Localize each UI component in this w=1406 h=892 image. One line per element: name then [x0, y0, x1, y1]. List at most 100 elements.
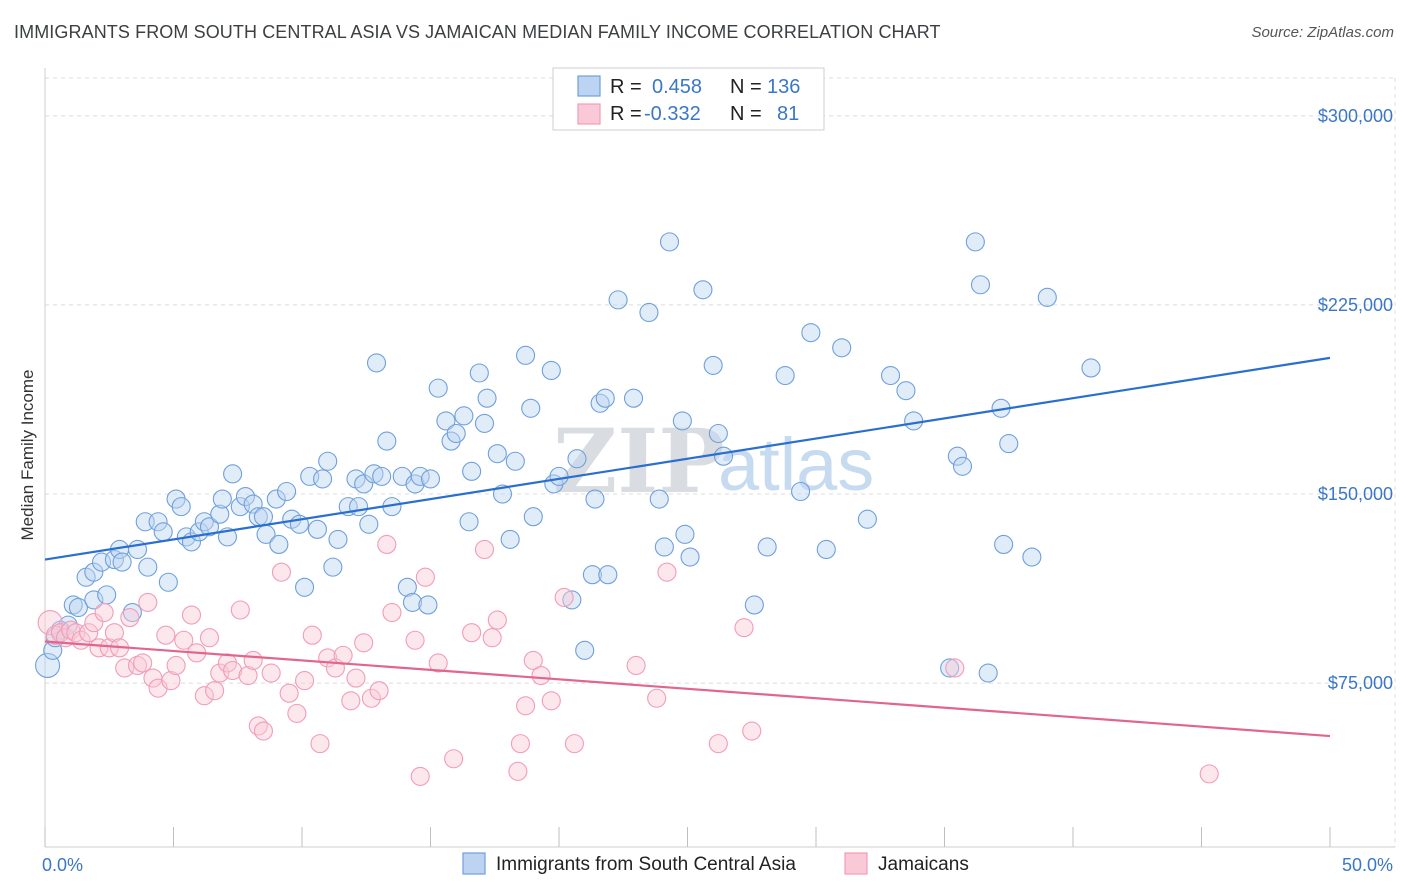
immigrants-point	[590, 393, 610, 413]
immigrants-point	[857, 509, 877, 529]
immigrants-point	[153, 522, 173, 542]
legend-r-label-2: R =	[610, 103, 642, 125]
jamaicans-point	[333, 645, 353, 665]
immigrants-point	[318, 451, 338, 471]
immigrants-point	[446, 423, 466, 444]
jamaicans-point	[474, 539, 495, 560]
immigrants-point	[567, 449, 587, 469]
y-tick-label: $150,000	[1318, 484, 1393, 504]
immigrants-point	[295, 577, 315, 597]
jamaicans-point	[516, 696, 536, 716]
immigrants-point	[243, 494, 263, 514]
jamaicans-point	[271, 562, 291, 582]
immigrants-point	[1022, 547, 1042, 567]
jamaicans-point	[444, 749, 464, 769]
legend-n-label-1: N =	[730, 76, 762, 98]
immigrants-point	[277, 481, 297, 502]
axes	[44, 68, 1395, 848]
jamaicans-point	[564, 734, 584, 754]
jamaicans-point	[310, 734, 330, 754]
jamaicans-point	[531, 666, 551, 686]
immigrants-point	[223, 464, 243, 484]
correlation-legend: R = 0.458 N = 136 R = -0.332 N = 81	[552, 67, 825, 131]
jamaicans-point	[341, 691, 361, 711]
immigrants-point	[904, 411, 924, 431]
immigrants-point	[199, 517, 220, 537]
y-axis-title: Median Family Income	[18, 369, 37, 540]
jamaicans-point	[133, 653, 153, 673]
jamaicans-point	[253, 721, 274, 741]
jamaicans-point	[37, 610, 63, 636]
immigrants-point	[1037, 287, 1057, 307]
jamaicans-point	[734, 618, 754, 638]
immigrants-point	[474, 413, 495, 433]
jamaicans-point	[156, 625, 176, 645]
immigrants-point	[523, 507, 543, 527]
jamaicans-point	[945, 658, 965, 678]
jamaicans-point	[647, 688, 667, 708]
jamaicans-point	[194, 686, 214, 706]
immigrants-point	[418, 595, 438, 615]
jamaicans-point	[410, 766, 430, 786]
immigrants-point	[965, 232, 985, 252]
immigrants-point	[521, 398, 541, 418]
x-tick-labels: 0.0% 50.0%	[42, 855, 1393, 875]
legend-r-label-1: R =	[610, 76, 642, 98]
immigrants-point	[377, 431, 397, 451]
jamaicans-point	[462, 623, 482, 643]
legend-r-value-2: -0.332	[644, 103, 701, 125]
jamaicans-point	[415, 567, 435, 587]
immigrants-point	[713, 446, 734, 466]
immigrants-point	[428, 378, 448, 398]
immigrants-point	[58, 615, 78, 635]
y-tick-label: $75,000	[1328, 673, 1393, 693]
jamaicans-point	[554, 587, 574, 607]
jamaicans-point	[482, 628, 502, 648]
jamaicans-point	[405, 630, 425, 650]
immigrants-point	[654, 537, 674, 557]
series-legend: Immigrants from South Central Asia Jamai…	[462, 852, 969, 875]
immigrants-point	[122, 602, 142, 623]
immigrants-point	[516, 345, 536, 365]
immigrants-point	[500, 529, 520, 549]
immigrants-point	[307, 519, 327, 539]
legend-r-value-1: 0.458	[652, 76, 702, 98]
immigrants-point	[397, 577, 417, 597]
jamaicans-point	[79, 623, 99, 643]
immigrants-point	[623, 388, 644, 408]
jamaicans-point	[243, 650, 263, 670]
immigrants-point	[436, 411, 456, 431]
immigrants-point	[348, 497, 369, 517]
jamaicans-point	[742, 721, 762, 741]
immigrants-point	[477, 388, 497, 408]
jamaicans-point	[369, 681, 389, 701]
immigrants-point	[703, 355, 723, 375]
immigrants-point	[832, 338, 852, 358]
jamaicans-point	[120, 608, 140, 628]
immigrants-point	[970, 275, 991, 295]
jamaicans-point	[487, 610, 507, 630]
watermark-atlas: atlas	[718, 423, 874, 506]
jamaicans-point	[541, 691, 561, 711]
immigrants-point	[171, 497, 191, 517]
immigrants-point	[402, 592, 423, 612]
immigrants-point	[138, 557, 158, 577]
immigrants-point	[372, 466, 392, 486]
bottom-legend-label-1: Immigrants from South Central Asia	[496, 854, 796, 875]
legend-n-value-1: 136	[767, 76, 800, 98]
jamaicans-point	[181, 605, 202, 625]
immigrants-point	[112, 552, 132, 572]
immigrants-point	[978, 663, 998, 683]
jamaicans-point	[626, 655, 646, 676]
immigrants-point	[194, 512, 214, 532]
immigrants-point	[952, 456, 973, 476]
jamaicans-point	[1199, 764, 1219, 784]
immigrants-point	[269, 534, 289, 554]
jamaicans-point	[354, 633, 374, 653]
jamaicans-point	[382, 602, 402, 623]
jamaicans-point	[346, 668, 366, 688]
immigrants-point	[366, 353, 387, 373]
jamaicans-point	[166, 655, 186, 676]
immigrants-point	[896, 381, 916, 401]
